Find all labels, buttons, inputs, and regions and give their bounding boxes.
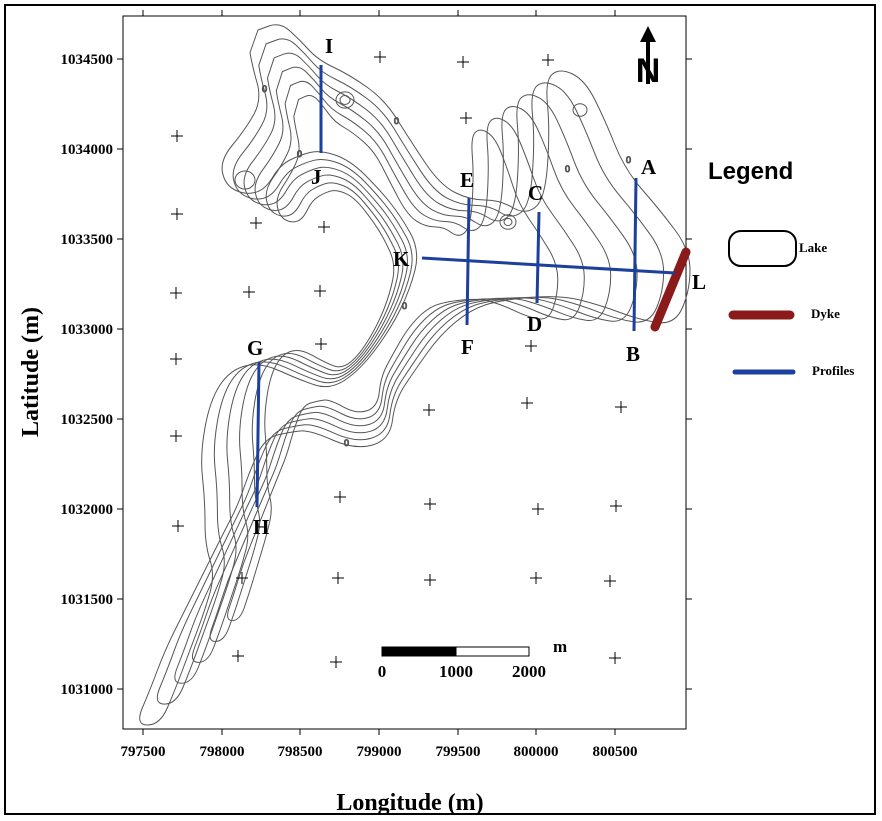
lake-contours: 0 0 0 0 0 0 0 — [139, 24, 691, 726]
contour-value-label: 0 — [297, 149, 302, 159]
profile-cd — [535, 211, 541, 304]
profile-label-l: L — [692, 270, 706, 294]
y-tick-label: 1031500 — [61, 592, 114, 608]
profile-label-i: I — [325, 34, 333, 58]
profile-label-j: J — [311, 165, 322, 189]
contour-line — [339, 95, 351, 105]
scale-label-2000: 2000 — [512, 662, 546, 681]
legend-title: Legend — [708, 158, 793, 185]
profile-label-b: B — [626, 342, 640, 366]
legend: Legend Lake Dyke Profiles — [708, 158, 854, 378]
contour-line — [503, 217, 513, 227]
y-tick-label: 1033500 — [61, 232, 114, 248]
plot-area — [122, 15, 687, 730]
scale-bar: m 0 1000 2000 — [378, 637, 567, 681]
x-tick-label: 797500 — [121, 744, 166, 760]
profile-label-k: K — [393, 247, 410, 271]
profile-gh — [255, 361, 261, 508]
y-tick-label: 1034000 — [61, 142, 114, 158]
x-tick-label: 799500 — [436, 744, 481, 760]
x-tick-label: 798000 — [200, 744, 245, 760]
x-axis-title: Longitude (m) — [336, 790, 483, 816]
profile-label-f: F — [461, 335, 474, 359]
contour-value-label: 0 — [626, 155, 631, 165]
profile-kl — [421, 256, 676, 275]
x-tick-label: 800500 — [593, 744, 638, 760]
x-axis: 797500 798000 798500 799000 799500 800000 8005… — [121, 10, 638, 760]
contour-line — [227, 95, 559, 622]
scale-label-1000: 1000 — [439, 662, 473, 681]
y-tick-label: 1033000 — [61, 322, 114, 338]
contour-value-label: 0 — [565, 164, 570, 174]
scale-label-0: 0 — [378, 662, 387, 681]
profile-label-e: E — [460, 168, 474, 192]
lake-symbol-icon — [728, 230, 797, 267]
scale-unit: m — [553, 637, 567, 656]
profile-label-d: D — [527, 312, 542, 336]
y-tick-label: 1034500 — [61, 52, 114, 68]
contour-value-label: 0 — [262, 84, 267, 94]
north-arrow-icon: N — [636, 26, 661, 90]
profile-ab — [632, 177, 638, 332]
profile-label-g: G — [247, 336, 263, 360]
legend-label-profiles: Profiles — [812, 363, 854, 378]
dyke-line — [650, 247, 691, 332]
x-tick-label: 798500 — [278, 744, 323, 760]
y-tick-label: 1032000 — [61, 502, 114, 518]
profile-label-c: C — [528, 181, 543, 205]
y-axis-title: Latitude (m) — [18, 307, 44, 437]
contour-line — [335, 91, 355, 109]
contour-line — [572, 103, 588, 117]
legend-label-dyke: Dyke — [811, 306, 840, 321]
x-tick-label: 800000 — [514, 744, 559, 760]
contour-line — [234, 170, 256, 190]
contour-line — [156, 38, 665, 705]
contour-line — [499, 214, 517, 230]
profile-lines — [255, 65, 676, 508]
y-axis: 1034500 1034000 1033500 1033000 1032500 10320… — [61, 52, 692, 698]
contour-value-label: 0 — [402, 301, 407, 311]
profile-label-h: H — [253, 515, 269, 539]
grid-crosses — [170, 51, 627, 668]
y-tick-label: 1031000 — [61, 682, 114, 698]
contour-value-label: 0 — [344, 438, 349, 448]
y-tick-label: 1032500 — [61, 412, 114, 428]
legend-label-lake: Lake — [799, 240, 827, 255]
profile-label-a: A — [641, 155, 657, 179]
contour-value-label: 0 — [394, 116, 399, 126]
contour-line — [139, 24, 691, 726]
north-label: N — [636, 52, 661, 90]
contour-line — [209, 80, 585, 643]
x-tick-label: 799000 — [357, 744, 402, 760]
map-frame — [4, 4, 876, 815]
